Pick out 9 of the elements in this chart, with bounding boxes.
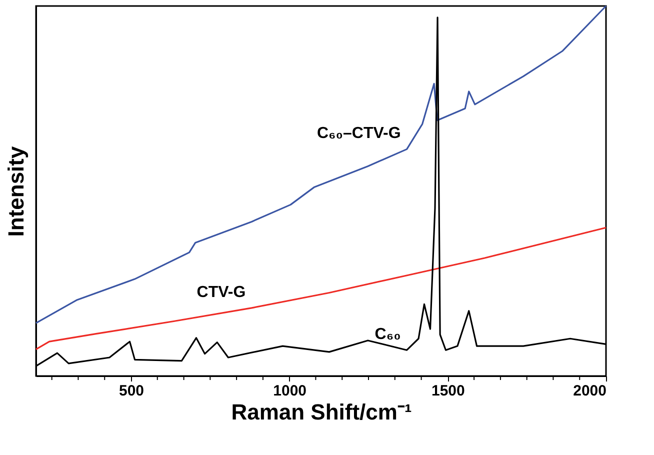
series-label: C₆₀ (374, 326, 401, 344)
series-label: C₆₀–CTV-G (316, 125, 401, 142)
x-axis-title: Raman Shift/cm⁻¹ (231, 400, 412, 424)
x-tick-label: 500 (118, 382, 144, 400)
series-label: CTV-G (196, 284, 246, 301)
y-axis-title: Intensity (4, 146, 28, 237)
x-tick-label: 1000 (273, 382, 307, 400)
x-tick-label: 1500 (431, 382, 465, 400)
x-tick-label: 2000 (573, 382, 606, 400)
